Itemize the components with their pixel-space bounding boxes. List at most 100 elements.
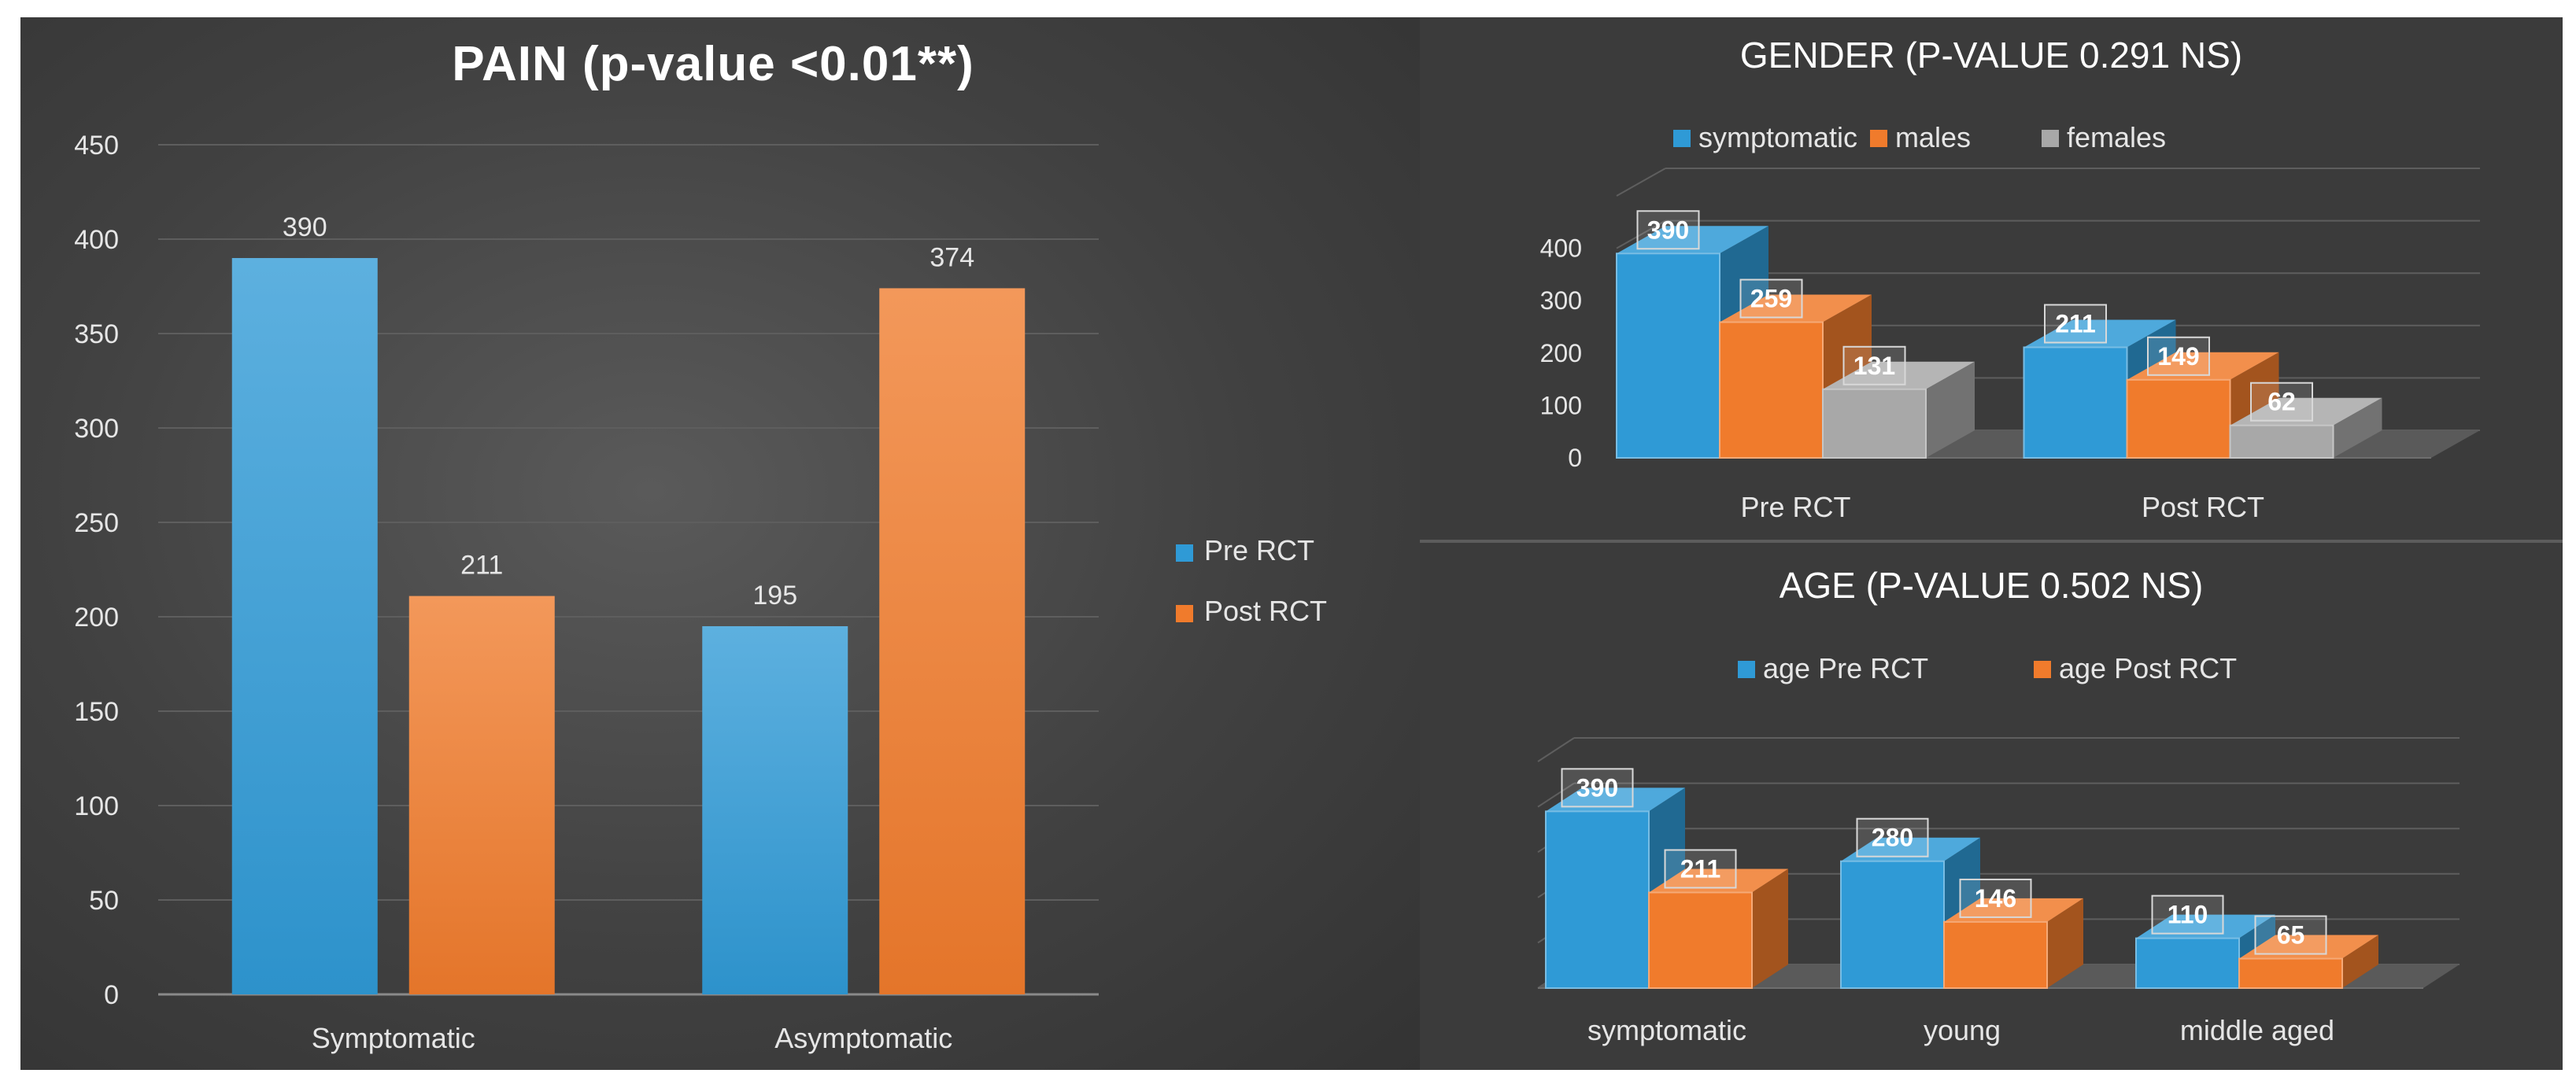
y-tick-label: 0 xyxy=(104,980,119,1010)
bar-pre-rct-asymptomatic xyxy=(702,626,848,994)
bar-front xyxy=(2238,957,2343,989)
bar-top xyxy=(1944,898,2083,922)
legend-label: Pre RCT xyxy=(1204,534,1314,566)
y-tick-label: 300 xyxy=(74,414,119,444)
data-label-box xyxy=(1739,278,1803,319)
age-chart: AGE (P-VALUE 0.502 NS) age Pre RCT age Pos… xyxy=(1537,565,2460,1046)
bar-age-post-rct-middle-aged xyxy=(2238,935,2378,989)
bar-females-pre-rct xyxy=(1822,361,1975,459)
bar-age-post-rct-symptomatic xyxy=(1648,869,1788,989)
bar-age-pre-rct-symptomatic xyxy=(1545,787,1685,989)
legend-label: age Pre RCT xyxy=(1763,652,1928,684)
bar-top xyxy=(2023,319,2176,348)
legend-label: males xyxy=(1895,121,1971,153)
data-label: 259 xyxy=(1750,285,1792,313)
bar-top xyxy=(1617,226,1768,254)
data-label-box xyxy=(1856,817,1929,857)
data-label: 211 xyxy=(460,551,503,581)
bar-front xyxy=(1719,321,1824,459)
y-tick-label: 200 xyxy=(74,603,119,633)
y-tick-label: 200 xyxy=(1540,339,1582,367)
data-label-box xyxy=(1664,849,1737,889)
bar-front xyxy=(2229,424,2334,459)
y-tick-label: 400 xyxy=(1540,234,1582,263)
data-label-box xyxy=(1842,345,1906,385)
data-label-box xyxy=(2151,894,2224,935)
x-tick-label: symptomatic xyxy=(1587,1014,1746,1046)
bar-front xyxy=(1616,253,1720,459)
data-label: 146 xyxy=(1975,884,2016,913)
bar-front xyxy=(2126,378,2231,459)
data-label: 280 xyxy=(1872,824,1913,852)
legend-swatch-post-rct xyxy=(1176,605,1193,622)
data-label: 110 xyxy=(2168,901,2208,929)
bar-side xyxy=(2047,898,2083,988)
data-label: 390 xyxy=(1576,773,1618,802)
bar-top xyxy=(2239,935,2378,959)
bar-top xyxy=(1823,361,1975,389)
data-label: 62 xyxy=(2267,388,2296,416)
bar-front xyxy=(1840,860,1945,989)
data-label: 390 xyxy=(283,212,327,242)
bar-pre-rct-symptomatic xyxy=(231,258,378,994)
gridline-diagonal xyxy=(1537,782,1575,808)
y-tick-label: 450 xyxy=(74,131,119,160)
legend-label: age Post RCT xyxy=(2059,652,2237,684)
x-tick-label: Pre RCT xyxy=(1740,491,1850,523)
pain-chart: PAIN (p-value <0.01**) 0 50 100 150 200 250 300… xyxy=(74,37,1327,1054)
gender-chart: GENDER (P-VALUE 0.291 NS) symptomatic male… xyxy=(1540,35,2480,523)
data-label-box xyxy=(1959,878,2032,918)
data-label: 131 xyxy=(1853,352,1895,380)
x-tick-label: Symptomatic xyxy=(312,1022,475,1054)
bar-front xyxy=(1648,891,1753,989)
age-chart-panel: AGE (P-VALUE 0.502 NS) age Pre RCT age Pos… xyxy=(1420,543,2563,1070)
legend-swatch-males xyxy=(1870,130,1887,147)
y-tick-label: 100 xyxy=(1540,391,1582,419)
bar-side xyxy=(1926,361,1975,458)
data-label: 65 xyxy=(2277,921,2305,950)
data-label-box xyxy=(1561,768,1634,808)
chart-title: AGE (P-VALUE 0.502 NS) xyxy=(1780,565,2204,606)
x-tick-label: Asymptomatic xyxy=(774,1022,952,1054)
legend-label: symptomatic xyxy=(1698,121,1857,153)
chart-title: GENDER (P-VALUE 0.291 NS) xyxy=(1740,35,2242,76)
bar-top xyxy=(1649,869,1788,893)
bar-age-post-rct-young xyxy=(1943,898,2083,989)
y-tick-label: 0 xyxy=(1568,444,1582,472)
y-tick-label: 400 xyxy=(74,225,119,255)
bar-post-rct-symptomatic xyxy=(408,596,555,994)
y-tick-label: 150 xyxy=(74,697,119,727)
bar-top xyxy=(2127,352,2279,380)
legend-swatch-pre-rct xyxy=(1176,544,1193,562)
x-tick-label: young xyxy=(1924,1014,2001,1046)
data-label: 211 xyxy=(1680,854,1721,883)
legend-swatch-females xyxy=(2042,130,2059,147)
data-label: 374 xyxy=(930,242,974,272)
bar-side xyxy=(2342,935,2378,988)
data-label-box xyxy=(2147,336,2210,376)
bar-post-rct-asymptomatic xyxy=(879,288,1026,994)
bar-top xyxy=(2136,914,2275,939)
legend-swatch-age-pre-rct xyxy=(1738,661,1755,678)
data-label-box xyxy=(2250,382,2313,422)
gender-chart-panel: GENDER (P-VALUE 0.291 NS) symptomatic male… xyxy=(1420,17,2563,541)
bar-front xyxy=(2023,346,2128,459)
bar-front xyxy=(1545,810,1650,989)
bar-top xyxy=(1841,837,1980,861)
bar-top xyxy=(2230,397,2382,426)
pain-chart-panel: PAIN (p-value <0.01**) 0 50 100 150 200 250 300… xyxy=(20,17,1420,1070)
bar-front xyxy=(1822,388,1927,459)
gridline-diagonal xyxy=(1616,168,1666,197)
bar-side xyxy=(1752,869,1788,988)
chart-title: PAIN (p-value <0.01**) xyxy=(452,37,974,91)
data-label-box xyxy=(2254,915,2327,955)
legend-swatch-symptomatic xyxy=(1673,130,1691,147)
bar-top xyxy=(1720,294,1872,323)
data-label: 390 xyxy=(1647,216,1689,244)
bar-females-post-rct xyxy=(2229,397,2382,459)
y-tick-label: 100 xyxy=(74,791,119,821)
y-tick-label: 50 xyxy=(89,886,119,916)
data-label-box xyxy=(1636,210,1700,250)
panel-divider xyxy=(1420,540,2563,543)
y-tick-label: 250 xyxy=(74,508,119,538)
